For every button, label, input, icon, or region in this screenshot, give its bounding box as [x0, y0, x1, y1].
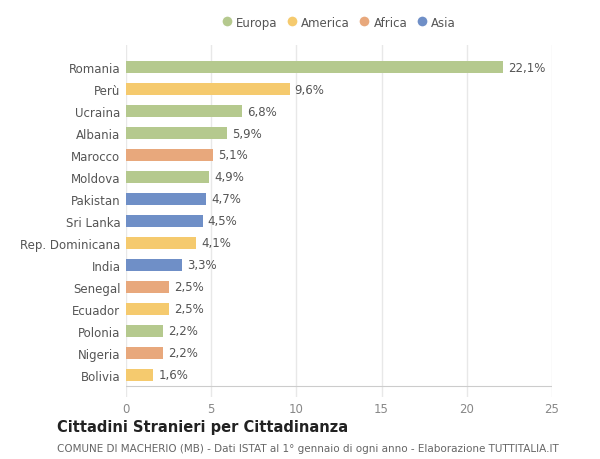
Bar — [126, 347, 163, 359]
Text: 4,9%: 4,9% — [215, 171, 244, 184]
Text: 4,1%: 4,1% — [201, 237, 231, 250]
Bar — [126, 172, 209, 184]
Bar — [126, 303, 169, 315]
Text: 4,5%: 4,5% — [208, 215, 238, 228]
Bar — [126, 325, 163, 337]
Bar — [126, 369, 153, 381]
Bar — [126, 281, 169, 293]
Text: 2,2%: 2,2% — [169, 325, 199, 338]
Text: 3,3%: 3,3% — [187, 259, 217, 272]
Text: 6,8%: 6,8% — [247, 105, 277, 118]
Bar — [126, 106, 242, 118]
Legend: Europa, America, Africa, Asia: Europa, America, Africa, Asia — [218, 13, 460, 33]
Text: 22,1%: 22,1% — [508, 62, 545, 74]
Text: 4,7%: 4,7% — [211, 193, 241, 206]
Text: 2,2%: 2,2% — [169, 347, 199, 359]
Text: 5,1%: 5,1% — [218, 149, 248, 162]
Text: COMUNE DI MACHERIO (MB) - Dati ISTAT al 1° gennaio di ogni anno - Elaborazione T: COMUNE DI MACHERIO (MB) - Dati ISTAT al … — [57, 443, 559, 453]
Bar — [126, 194, 206, 206]
Text: Cittadini Stranieri per Cittadinanza: Cittadini Stranieri per Cittadinanza — [57, 419, 348, 434]
Text: 9,6%: 9,6% — [295, 84, 325, 96]
Bar — [126, 259, 182, 271]
Bar — [126, 128, 227, 140]
Bar — [126, 150, 213, 162]
Bar — [126, 62, 503, 74]
Text: 2,5%: 2,5% — [174, 303, 203, 316]
Bar — [126, 84, 290, 96]
Text: 2,5%: 2,5% — [174, 281, 203, 294]
Text: 5,9%: 5,9% — [232, 127, 262, 140]
Bar — [126, 215, 203, 228]
Text: 1,6%: 1,6% — [158, 369, 188, 381]
Bar — [126, 237, 196, 249]
